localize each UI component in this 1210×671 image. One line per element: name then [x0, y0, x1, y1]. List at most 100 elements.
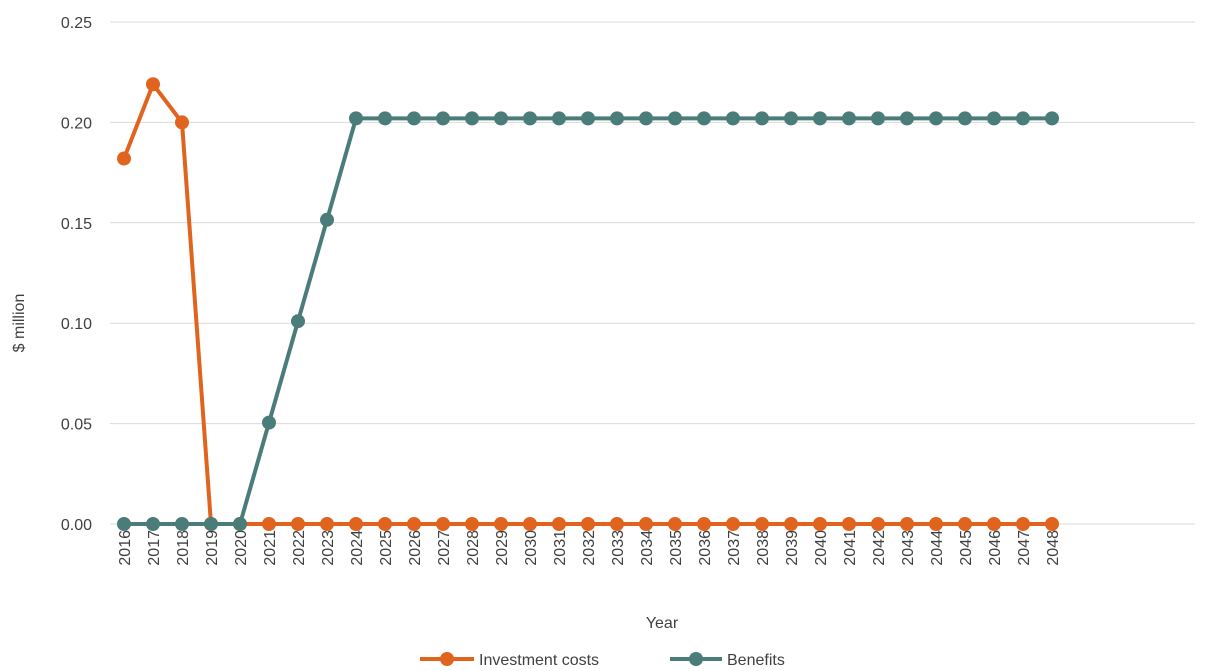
data-point: [726, 111, 740, 126]
legend-item: Investment costs: [420, 652, 599, 669]
legend: Investment costs Benefits: [420, 652, 785, 669]
data-point: [871, 517, 885, 531]
data-point: [610, 517, 624, 531]
data-point: [726, 517, 740, 531]
data-point: [697, 111, 711, 126]
x-tick-label: 2023: [320, 530, 337, 566]
data-point: [465, 517, 479, 531]
x-tick-label: 2031: [552, 530, 569, 566]
data-point: [146, 77, 160, 92]
data-point: [146, 517, 160, 531]
data-point: [175, 115, 189, 130]
legend-swatch-marker: [689, 652, 703, 666]
data-point: [987, 517, 1001, 531]
data-point: [755, 517, 769, 531]
data-point: [233, 517, 247, 531]
y-tick-label: 0.00: [61, 517, 92, 534]
legend-label: Benefits: [727, 652, 785, 669]
data-point: [349, 111, 363, 126]
data-point: [813, 517, 827, 531]
data-point: [552, 111, 566, 126]
data-point: [900, 517, 914, 531]
data-point: [697, 517, 711, 531]
x-tick-label: 2039: [784, 530, 801, 566]
data-point: [668, 517, 682, 531]
x-tick-label: 2035: [668, 530, 685, 566]
data-point: [117, 517, 131, 531]
data-point: [784, 111, 798, 126]
data-point: [639, 517, 653, 531]
x-tick-label: 2029: [494, 530, 511, 566]
data-point: [842, 517, 856, 531]
gridlines: [110, 21, 1195, 525]
data-point: [494, 111, 508, 126]
x-tick-label: 2033: [610, 530, 627, 566]
legend-label: Investment costs: [479, 652, 599, 669]
data-point: [175, 517, 189, 531]
data-point: [1045, 111, 1059, 126]
x-tick-label: 2046: [987, 530, 1004, 566]
data-point: [262, 415, 276, 430]
data-point: [1016, 111, 1030, 126]
x-tick-label: 2025: [378, 530, 395, 566]
x-tick-label: 2047: [1016, 530, 1033, 566]
x-axis-title: Year: [646, 615, 679, 632]
data-point: [1045, 517, 1059, 531]
x-tick-label: 2045: [958, 530, 975, 566]
data-point: [1016, 517, 1030, 531]
x-tick-label: 2044: [929, 530, 946, 566]
data-point: [639, 111, 653, 126]
y-tick-label: 0.20: [61, 115, 92, 132]
y-tick-label: 0.15: [61, 216, 92, 233]
x-tick-label: 2019: [204, 530, 221, 566]
data-point: [407, 111, 421, 126]
data-point: [929, 111, 943, 126]
data-point: [117, 151, 131, 166]
x-tick-label: 2041: [842, 530, 859, 566]
x-tick-label: 2016: [117, 530, 134, 566]
x-tick-label: 2030: [523, 530, 540, 566]
data-point: [987, 111, 1001, 126]
legend-item: Benefits: [670, 652, 785, 669]
data-point: [320, 212, 334, 227]
x-tick-label: 2040: [813, 530, 830, 566]
data-point: [813, 111, 827, 126]
x-tick-label: 2036: [697, 530, 714, 566]
data-point: [958, 517, 972, 531]
data-point: [842, 111, 856, 126]
data-point: [349, 517, 363, 531]
x-tick-label: 2017: [146, 530, 163, 566]
x-tick-label: 2034: [639, 530, 656, 566]
series-line: [122, 82, 1054, 526]
x-tick-label: 2048: [1045, 530, 1062, 566]
x-tick-label: 2027: [436, 530, 453, 566]
data-point: [552, 517, 566, 531]
data-point: [320, 517, 334, 531]
data-point: [784, 517, 798, 531]
data-point: [523, 517, 537, 531]
x-tick-label: 2021: [262, 530, 279, 566]
data-point: [291, 314, 305, 329]
data-point: [958, 111, 972, 126]
x-axis-ticks: 2016 2017 2018 2019 2020 2021 2022 2023 2024 2025…: [117, 530, 1062, 566]
data-point: [929, 517, 943, 531]
x-tick-label: 2026: [407, 530, 424, 566]
x-tick-label: 2032: [581, 530, 598, 566]
data-point: [755, 111, 769, 126]
data-point: [871, 111, 885, 126]
y-tick-label: 0.25: [61, 15, 92, 32]
x-tick-label: 2038: [755, 530, 772, 566]
x-tick-label: 2022: [291, 530, 308, 566]
data-point: [378, 517, 392, 531]
data-point: [204, 517, 218, 531]
data-point: [668, 111, 682, 126]
data-point: [494, 517, 508, 531]
x-tick-label: 2028: [465, 530, 482, 566]
x-tick-label: 2037: [726, 530, 743, 566]
data-point: [900, 111, 914, 126]
x-tick-label: 2020: [233, 530, 250, 566]
data-point: [465, 111, 479, 126]
y-axis-ticks: 0.00 0.05 0.10 0.15 0.20 0.25: [61, 15, 92, 534]
x-tick-label: 2043: [900, 530, 917, 566]
